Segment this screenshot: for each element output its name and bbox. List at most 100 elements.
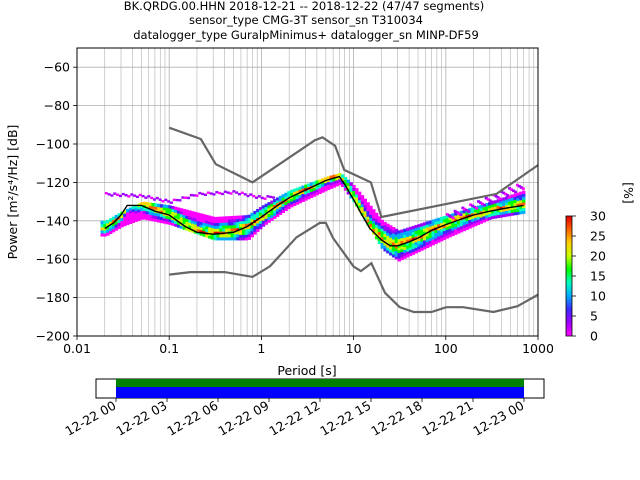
y-tick-label: −120: [36, 175, 70, 190]
density-cell: [425, 230, 430, 234]
density-cell: [216, 228, 220, 232]
density-cell: [411, 234, 416, 238]
x-tick-label: 0.1: [159, 341, 179, 356]
density-cell: [125, 208, 130, 213]
density-cell: [355, 194, 359, 198]
density-cell: [100, 223, 104, 228]
density-cell: [465, 211, 469, 216]
density-cell: [386, 238, 390, 242]
density-cell: [360, 206, 365, 211]
density-cell: [281, 203, 285, 207]
density-cell: [236, 236, 240, 241]
density-cell: [287, 205, 291, 210]
density-cell: [473, 214, 478, 218]
density-cell: [165, 221, 169, 225]
density-cell: [261, 223, 266, 227]
density-cell: [366, 216, 370, 220]
density-cell: [225, 216, 229, 220]
density-cell: [109, 230, 113, 235]
density-cell: [241, 218, 246, 222]
density-cell: [117, 222, 121, 226]
density-cell: [326, 176, 331, 180]
density-outlier: [198, 191, 202, 195]
density-outlier: [484, 196, 488, 200]
density-cell: [270, 200, 274, 204]
density-cell: [304, 184, 308, 189]
density-cell: [134, 207, 138, 211]
density-cell: [510, 209, 515, 213]
density-cell: [502, 202, 506, 207]
density-cell: [482, 212, 486, 217]
density-outlier: [113, 192, 117, 195]
density-cell: [168, 221, 172, 225]
density-cell: [292, 197, 297, 201]
density-cell: [391, 236, 396, 240]
density-cell: [261, 205, 266, 209]
density-outlier: [488, 199, 492, 202]
density-cell: [125, 221, 130, 226]
density-cell: [380, 245, 384, 249]
density-cell: [275, 202, 280, 206]
timeline-tick-label: 12-22 09: [215, 398, 271, 439]
density-cell: [414, 230, 418, 234]
density-cell: [431, 236, 435, 240]
density-cell: [411, 251, 416, 255]
density-cell: [253, 213, 257, 218]
density-cell: [437, 233, 441, 237]
density-cell: [439, 219, 444, 224]
density-cell: [106, 223, 110, 227]
density-cell: [292, 191, 297, 195]
density-cell: [459, 228, 464, 233]
density-cell: [386, 235, 390, 239]
density-cell: [493, 200, 498, 204]
density-cell: [522, 190, 526, 194]
density-cell: [414, 241, 418, 246]
density-cell: [485, 214, 489, 219]
density-cell: [225, 228, 229, 232]
density-cell: [479, 220, 483, 224]
density-cell: [403, 252, 407, 256]
colorbar-tick-label: 30: [590, 209, 606, 224]
density-cell: [258, 209, 263, 213]
density-cell: [394, 245, 399, 249]
density-cell: [171, 208, 175, 212]
density-cell: [216, 225, 220, 229]
density-cell: [284, 204, 288, 209]
density-cell: [488, 210, 492, 215]
noise-models: [104, 126, 539, 314]
density-cell: [479, 217, 483, 221]
density-cell: [425, 221, 430, 225]
density-cell: [168, 210, 172, 214]
density-cell: [386, 241, 390, 245]
density-cell: [507, 212, 512, 217]
density-cell: [465, 220, 469, 225]
density-cell: [117, 213, 121, 217]
density-cell: [329, 181, 334, 186]
x-tick-label: 1000: [522, 341, 554, 356]
density-cell: [431, 239, 435, 243]
x-tick-label: 0.01: [63, 341, 91, 356]
density-cell: [151, 211, 155, 216]
density-outlier: [232, 190, 236, 193]
density-cell: [250, 215, 254, 220]
density-cell: [360, 195, 365, 199]
density-cell: [120, 223, 124, 228]
density-cell: [171, 222, 175, 226]
density-cell: [451, 221, 455, 225]
density-cell: [216, 237, 220, 241]
density-cell: [411, 225, 416, 230]
density-outlier: [480, 202, 484, 206]
density-cell: [233, 215, 237, 220]
density-cell: [134, 213, 138, 217]
density-outlier: [500, 190, 504, 194]
density-cell: [423, 240, 427, 244]
density-cell: [507, 207, 512, 211]
density-cell: [208, 218, 212, 222]
density-cell: [227, 237, 232, 241]
density-cell: [174, 209, 178, 213]
density-cell: [502, 200, 506, 204]
timeline-bars: [116, 379, 524, 398]
density-cell: [496, 205, 500, 209]
density-outlier: [473, 205, 477, 209]
